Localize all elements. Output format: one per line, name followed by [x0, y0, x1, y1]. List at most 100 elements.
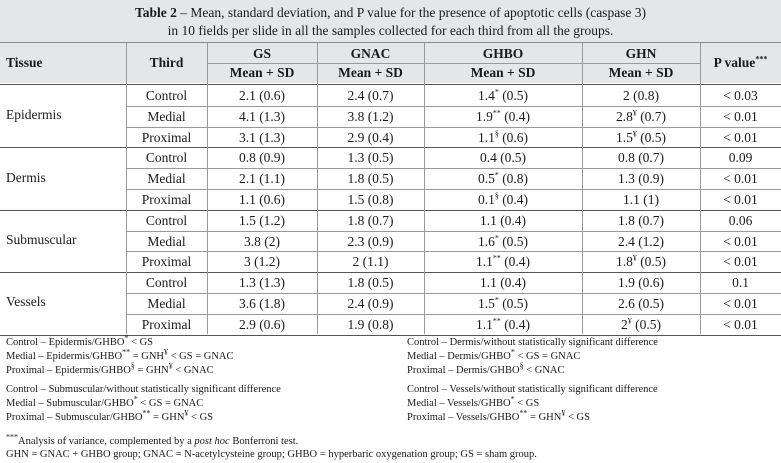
cell-ghn: 2 (0.8): [623, 88, 659, 103]
footnote-right-line: Medial – Vessels/GHBO* < GS: [407, 394, 540, 409]
cell-gnac: 2.4 (0.7): [347, 88, 394, 103]
tissue-label: Epidermis: [6, 107, 62, 123]
cell-ghbo: 1.1 (0.4): [479, 275, 527, 291]
cell-gnac: 1.3 (0.5): [347, 150, 394, 166]
header-pvalue: P value***: [713, 54, 768, 70]
row-rule: [126, 293, 781, 294]
caption-line-2: in 10 fields per slide in all the sample…: [167, 23, 614, 38]
cell-ghn: 2¥ (0.5): [621, 316, 661, 332]
cell-gs: 0.8 (0.9): [238, 150, 286, 166]
cell-ghbo: 1.1 (0.4): [479, 212, 527, 228]
cell-ghn: 1.5¥ (0.5): [615, 129, 667, 145]
footnote-left-line: Control – Epidermis/GHBO* < GS: [6, 333, 154, 348]
col-rule-6: [700, 43, 701, 334]
cell-gnac: 2.9 (0.4): [347, 129, 394, 145]
cell-third: Control: [145, 212, 188, 228]
col-rule-5: [582, 43, 583, 334]
row-rule: [126, 126, 781, 128]
group-rule: [0, 209, 781, 211]
cell-ghbo: 1.4* (0.5): [477, 87, 529, 103]
cell-third: Proximal: [141, 254, 192, 270]
header-gnac: GNAC: [350, 46, 391, 61]
row-rule: [126, 168, 781, 170]
tissue-label: Submuscular: [6, 232, 77, 247]
footnote-left-line: Proximal – Submuscular/GHBO** = GHN¥ < G…: [6, 408, 214, 423]
cell-gs: 3.6 (1.8): [238, 296, 286, 311]
footnote-right-line: Proximal – Vessels/GHBO** = GHN¥ < GS: [407, 408, 590, 423]
cell-third: Medial: [147, 171, 186, 187]
cell-gnac: 1.8 (0.5): [347, 275, 394, 291]
header-gs-mean: Mean + SD: [229, 65, 295, 80]
cell-ghn: 1.8 (0.7): [617, 212, 665, 228]
cell-gs: 3.8 (2): [244, 233, 280, 249]
cell-gs: 2.1 (1.1): [238, 171, 286, 187]
cell-p: 0.09: [728, 150, 753, 166]
cell-p: < 0.01: [723, 108, 758, 124]
group-rule: [0, 147, 781, 149]
cell-ghn: 1.3 (0.9): [617, 171, 665, 187]
cell-gs: 1.5 (1.2): [238, 212, 286, 228]
row-rule: [126, 105, 781, 107]
cell-gs: 3 (1.2): [244, 254, 280, 270]
cell-ghbo: 1.1§ (0.6): [477, 129, 529, 145]
row-rule: [126, 189, 781, 190]
header-gnac-mean: Mean + SD: [338, 65, 403, 80]
cell-gnac: 1.9 (0.8): [347, 316, 394, 332]
footnote-right-line: Control – Dermis/without statistically s…: [407, 337, 658, 348]
cell-ghn: 1.1 (1): [623, 192, 659, 207]
footnote-anova: ***Analysis of variance, complemented by…: [6, 432, 299, 447]
cell-gnac: 2 (1.1): [352, 254, 389, 270]
cell-ghbo: 0.5* (0.8): [477, 170, 529, 187]
footnote-left-line: Proximal – Epidermis/GHBO§ = GHN¥ < GNAC: [6, 361, 214, 376]
cell-ghn: 1.9 (0.6): [617, 275, 665, 291]
cell-p: < 0.03: [723, 88, 758, 103]
header-ghbo-mean: Mean + SD: [470, 65, 536, 80]
group-rule: [0, 334, 781, 336]
cell-gnac: 2.3 (0.9): [347, 233, 394, 249]
cell-p: < 0.01: [723, 171, 758, 187]
header-ghbo: GHBO: [482, 46, 524, 61]
cell-p: < 0.01: [723, 192, 758, 207]
caption-title: – Mean, standard deviation, and P value …: [176, 5, 647, 20]
header-tissue: Tissue: [6, 55, 43, 70]
cell-third: Control: [145, 88, 188, 103]
cell-gs: 1.1 (0.6): [238, 192, 286, 207]
cell-ghbo: 0.1§ (0.4): [477, 191, 529, 207]
footnote-legend: GHN = GNAC + GHBO group; GNAC = N-acetyl…: [6, 449, 537, 460]
cell-ghn: 2.6 (0.5): [617, 296, 665, 311]
cell-gs: 2.9 (0.6): [238, 316, 286, 332]
cell-ghbo: 0.4 (0.5): [479, 150, 527, 166]
footnote-right-line: Medial – Dermis/GHBO* < GS = GNAC: [407, 347, 581, 362]
cell-third: Control: [145, 150, 188, 166]
cell-gs: 3.1 (1.3): [238, 129, 286, 145]
group-rule: [0, 272, 781, 274]
row-rule: [126, 251, 781, 253]
cell-ghbo: 1.9** (0.4): [475, 108, 531, 124]
cell-gnac: 1.5 (0.8): [347, 192, 394, 207]
cell-ghn: 0.8 (0.7): [617, 150, 665, 166]
header-ghn: GHN: [625, 46, 657, 61]
footnote-left-line: Medial – Epidermis/GHBO** = GNH¥ < GS = …: [6, 347, 234, 362]
header-subrule: [207, 63, 700, 64]
cell-third: Medial: [147, 296, 186, 311]
caption-line-1: Table 2 – Mean, standard deviation, and …: [0, 5, 781, 21]
cell-ghn: 2.8¥ (0.7): [615, 108, 667, 124]
cell-p: < 0.01: [723, 254, 758, 270]
table-caption: Table 2 – Mean, standard deviation, and …: [0, 0, 781, 43]
cell-p: < 0.01: [723, 233, 758, 249]
footnote-right-line: Control – Vessels/without statistically …: [407, 384, 658, 395]
col-rule-4: [424, 43, 425, 334]
cell-gs: 1.3 (1.3): [238, 275, 286, 291]
cell-ghn: 2.4 (1.2): [617, 233, 665, 249]
cell-p: 0.1: [732, 275, 749, 291]
cell-gs: 4.1 (1.3): [238, 108, 286, 124]
col-rule-1: [126, 43, 127, 334]
header-third: Third: [149, 55, 184, 70]
col-rule-2: [207, 43, 208, 334]
tissue-label: Dermis: [6, 169, 46, 185]
cell-ghn: 1.8¥ (0.5): [615, 253, 667, 270]
row-rule: [126, 313, 781, 315]
footnote-left-line: Control – Submuscular/without statistica…: [6, 384, 281, 395]
cell-third: Proximal: [141, 129, 192, 145]
